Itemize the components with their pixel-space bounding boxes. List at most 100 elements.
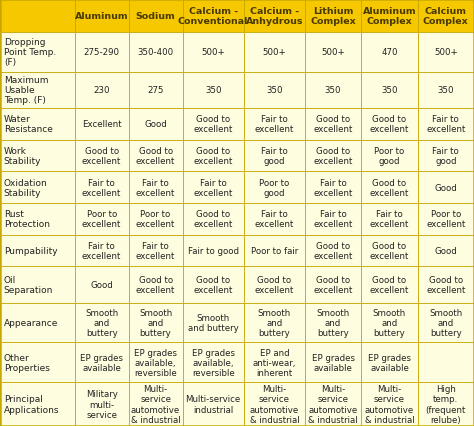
Text: Good to
excellent: Good to excellent	[193, 115, 233, 134]
Text: 275-290: 275-290	[83, 48, 119, 57]
Text: EP grades
available: EP grades available	[311, 353, 355, 372]
Bar	[244, 204, 305, 235]
Bar	[361, 235, 418, 267]
Bar	[182, 72, 244, 109]
Bar	[75, 303, 128, 343]
Bar	[128, 141, 182, 172]
Bar	[418, 235, 474, 267]
Bar	[128, 267, 182, 303]
Bar	[244, 303, 305, 343]
Bar	[418, 172, 474, 204]
Text: Pumpability: Pumpability	[4, 247, 57, 256]
Bar	[361, 204, 418, 235]
Bar	[75, 343, 128, 382]
Text: EP and
anti-wear,
inherent: EP and anti-wear, inherent	[253, 348, 296, 377]
Text: Good to
excellent: Good to excellent	[370, 115, 409, 134]
Bar	[128, 0, 182, 33]
Text: Good: Good	[435, 183, 457, 192]
Bar	[0, 72, 75, 109]
Bar	[128, 72, 182, 109]
Text: Fair to
good: Fair to good	[261, 147, 288, 166]
Text: EP grades
available: EP grades available	[80, 353, 123, 372]
Text: 500+: 500+	[201, 48, 225, 57]
Bar	[75, 172, 128, 204]
Text: Good to
excellent: Good to excellent	[313, 115, 353, 134]
Bar	[128, 303, 182, 343]
Bar	[361, 109, 418, 141]
Bar	[75, 204, 128, 235]
Bar	[182, 235, 244, 267]
Bar	[182, 172, 244, 204]
Text: Calcium -
Conventional: Calcium - Conventional	[178, 7, 248, 26]
Text: Multi-
service
automotive
& industrial: Multi- service automotive & industrial	[308, 385, 358, 423]
Text: EP grades
available: EP grades available	[368, 353, 411, 372]
Text: Good to
excellent: Good to excellent	[426, 276, 465, 294]
Text: Smooth
and
buttery: Smooth and buttery	[139, 308, 172, 337]
Text: Poor to
good: Poor to good	[259, 178, 290, 197]
Text: Good to
excellent: Good to excellent	[193, 147, 233, 166]
Bar	[305, 303, 361, 343]
Text: Good: Good	[90, 280, 113, 289]
Bar	[128, 172, 182, 204]
Text: EP grades
available,
reversible: EP grades available, reversible	[134, 348, 177, 377]
Text: Fair to
excellent: Fair to excellent	[370, 210, 409, 229]
Text: 275: 275	[147, 86, 164, 95]
Bar	[305, 109, 361, 141]
Bar	[75, 33, 128, 72]
Text: Multi-
service
automotive
& industrial: Multi- service automotive & industrial	[131, 385, 181, 423]
Text: Lithium
Complex: Lithium Complex	[310, 7, 356, 26]
Text: Fair to
excellent: Fair to excellent	[82, 242, 121, 260]
Bar	[128, 382, 182, 426]
Bar	[128, 343, 182, 382]
Bar	[182, 0, 244, 33]
Text: Fair to
good: Fair to good	[432, 147, 459, 166]
Text: 500+: 500+	[434, 48, 458, 57]
Bar	[244, 343, 305, 382]
Text: Fair to
excellent: Fair to excellent	[426, 115, 465, 134]
Text: 350: 350	[381, 86, 398, 95]
Bar	[75, 109, 128, 141]
Text: Smooth
and
buttery: Smooth and buttery	[85, 308, 118, 337]
Text: Smooth
and
buttery: Smooth and buttery	[373, 308, 406, 337]
Text: Fair to
excellent: Fair to excellent	[313, 178, 353, 197]
Bar	[75, 141, 128, 172]
Text: Sodium: Sodium	[136, 12, 175, 21]
Bar	[0, 141, 75, 172]
Bar	[75, 267, 128, 303]
Bar	[244, 109, 305, 141]
Bar	[128, 235, 182, 267]
Text: Good to
excellent: Good to excellent	[136, 276, 175, 294]
Bar	[305, 0, 361, 33]
Text: Military
multi-
service: Military multi- service	[86, 389, 118, 419]
Text: 350: 350	[205, 86, 221, 95]
Bar	[361, 141, 418, 172]
Text: Good to
excellent: Good to excellent	[370, 178, 409, 197]
Text: Principal
Applications: Principal Applications	[4, 394, 59, 414]
Text: Good: Good	[144, 120, 167, 129]
Bar	[0, 235, 75, 267]
Text: 470: 470	[381, 48, 398, 57]
Text: Fair to
excellent: Fair to excellent	[193, 178, 233, 197]
Bar	[182, 109, 244, 141]
Text: Smooth
and
buttery: Smooth and buttery	[429, 308, 463, 337]
Text: Rust
Protection: Rust Protection	[4, 210, 50, 229]
Text: Smooth
and
buttery: Smooth and buttery	[317, 308, 350, 337]
Bar	[361, 343, 418, 382]
Text: Good: Good	[435, 247, 457, 256]
Text: Smooth
and buttery: Smooth and buttery	[188, 314, 238, 332]
Bar	[0, 204, 75, 235]
Bar	[75, 0, 128, 33]
Bar	[128, 109, 182, 141]
Bar	[418, 343, 474, 382]
Bar	[305, 382, 361, 426]
Text: Fair to
excellent: Fair to excellent	[136, 178, 175, 197]
Text: Appearance: Appearance	[4, 318, 58, 328]
Text: Good to
excellent: Good to excellent	[255, 276, 294, 294]
Bar	[418, 141, 474, 172]
Bar	[182, 33, 244, 72]
Bar	[0, 303, 75, 343]
Text: 350: 350	[438, 86, 454, 95]
Text: Good to
excellent: Good to excellent	[313, 242, 353, 260]
Bar	[418, 382, 474, 426]
Text: Multi-service
industrial: Multi-service industrial	[185, 394, 241, 414]
